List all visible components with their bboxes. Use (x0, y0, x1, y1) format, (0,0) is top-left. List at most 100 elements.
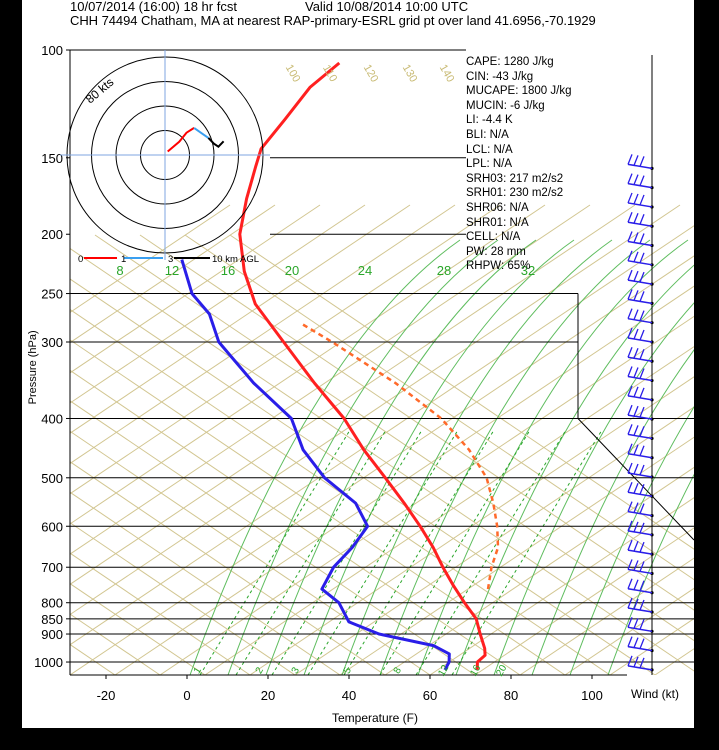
stat-row: BLI: N/A (466, 128, 571, 143)
wind-barb-feather (627, 173, 633, 184)
lower-mixing-ratio-label: 8 (392, 665, 405, 676)
stat-label: MUCAPE (466, 85, 516, 98)
y-tick-label: 700 (41, 560, 63, 575)
stat-value: N/A (493, 143, 513, 156)
wind-barb-feather (639, 619, 645, 630)
upper-mixing-ratio-label: 24 (358, 263, 372, 278)
dry-adiabat (384, 466, 694, 675)
wind-axis-label: Wind (kt) (631, 687, 679, 701)
wind-barb-feather (639, 638, 645, 649)
wind-barb-feather (627, 347, 633, 358)
lower-mixing-ratio-label: 2 (254, 665, 267, 676)
hodograph-legend-label: 0 (78, 254, 83, 265)
moist-adiabat (417, 239, 689, 675)
moist-adiabat-crossing (70, 613, 161, 675)
moist-adiabat-crossing (70, 369, 521, 675)
stat-label: LCL (466, 143, 488, 156)
x-axis-label: Temperature (F) (332, 711, 418, 725)
hodograph-legend-label: 1 (121, 254, 126, 265)
hodograph-3-10km (207, 137, 225, 148)
dry-adiabat (70, 204, 231, 314)
moist-adiabat (493, 302, 694, 675)
wind-barb-feather (627, 404, 633, 416)
wind-barb-feather (627, 385, 633, 397)
stat-value: 28 mm (490, 245, 526, 258)
x-tick-label: 80 (504, 688, 518, 703)
wind-barb-feather (639, 503, 645, 514)
upper-mixing-ratio-label: 12 (165, 263, 179, 278)
stat-label: CELL (466, 231, 495, 244)
x-tick-label: 100 (581, 688, 603, 703)
wind-barb-feather (627, 424, 633, 435)
wind-barb-feather (627, 501, 633, 512)
wind-barb-feather (627, 366, 633, 377)
wind-barb-feather (633, 193, 639, 205)
stat-separator: : (484, 245, 491, 258)
wind-barb-feather (633, 637, 639, 648)
wind-barb-feather (633, 212, 639, 224)
dry-adiabat (204, 346, 694, 675)
wind-barb-feather (639, 310, 645, 321)
moist-adiabat (607, 473, 694, 675)
stat-label: SHR01 (466, 216, 504, 229)
wind-barb-feather (627, 539, 633, 551)
wind-barb-feather (633, 309, 639, 320)
stat-row: SHR01: N/A (466, 216, 571, 231)
dry-adiabat (114, 285, 694, 675)
hodograph-legend-label: 3 (168, 254, 173, 265)
stat-value: 1280 J/kg (503, 56, 554, 68)
y-tick-label: 150 (41, 151, 63, 166)
wind-barb-feather (633, 367, 639, 378)
wind-barb-feather (627, 211, 633, 223)
stat-row: CIN: -43 J/kg (466, 70, 571, 85)
adiabat-label: 100 (283, 63, 303, 85)
stat-row: LCL: N/A (466, 143, 571, 158)
stat-separator: : (485, 70, 493, 83)
wind-barb-feather (627, 655, 633, 667)
wind-barb-feather (627, 520, 633, 532)
x-tick-label: 20 (261, 688, 275, 703)
moist-adiabat-crossing (70, 247, 694, 672)
stat-separator: : (486, 158, 493, 171)
lower-mixing-ratio-label: 20 (494, 663, 509, 679)
stat-separator: : (494, 231, 502, 244)
wind-barb-feather (633, 579, 639, 590)
upper-mixing-ratio-label: 32 (521, 263, 535, 278)
wind-barb-feather (639, 657, 645, 669)
stat-label: LI (466, 114, 476, 127)
wind-barb-feather (639, 445, 645, 456)
wind-barb-feather (627, 327, 633, 339)
wind-barb-feather (639, 156, 645, 167)
moist-adiabat (455, 264, 694, 675)
stats-box: CAPE: 1280 J/kg CIN: -43 J/kg MUCAPE: 1800… (466, 55, 571, 274)
stat-separator: : (503, 201, 510, 214)
wind-barb-feather (639, 541, 645, 553)
y-tick-label: 600 (41, 519, 63, 534)
moist-adiabat (303, 239, 575, 675)
dry-adiabat (294, 406, 694, 675)
y-axis-label: Pressure (hPa) (27, 330, 39, 404)
wind-barb-feather (633, 290, 639, 301)
dry-adiabat (159, 315, 694, 675)
stat-row: CELL: N/A (466, 230, 571, 245)
dry-adiabat (700, 205, 719, 675)
wind-barb-feather (639, 484, 645, 495)
wind-barb-feather (627, 192, 633, 204)
stat-value: -6 J/kg (510, 99, 545, 112)
lower-mixing-ratio-label: 3 (290, 665, 303, 676)
wind-barb-feather (633, 270, 639, 282)
hodograph-1-3km (193, 127, 209, 139)
moist-adiabat-crossing (70, 552, 251, 675)
wind-barb-feather (639, 213, 645, 225)
y-tick-label: 200 (41, 227, 63, 242)
stat-row: SHR06: N/A (466, 201, 571, 216)
x-tick-label: -20 (97, 688, 116, 703)
stat-value: 1800 J/kg (521, 85, 572, 98)
stat-row: LI: -4.4 K (466, 113, 571, 128)
stat-row: LPL: N/A (466, 157, 571, 172)
upper-mixing-ratio-label: 8 (116, 263, 123, 278)
wind-barb-feather (633, 463, 639, 475)
lower-mixing-ratio-label: 16 (468, 663, 483, 679)
hodograph-legend-label: 10 km AGL (212, 254, 259, 265)
